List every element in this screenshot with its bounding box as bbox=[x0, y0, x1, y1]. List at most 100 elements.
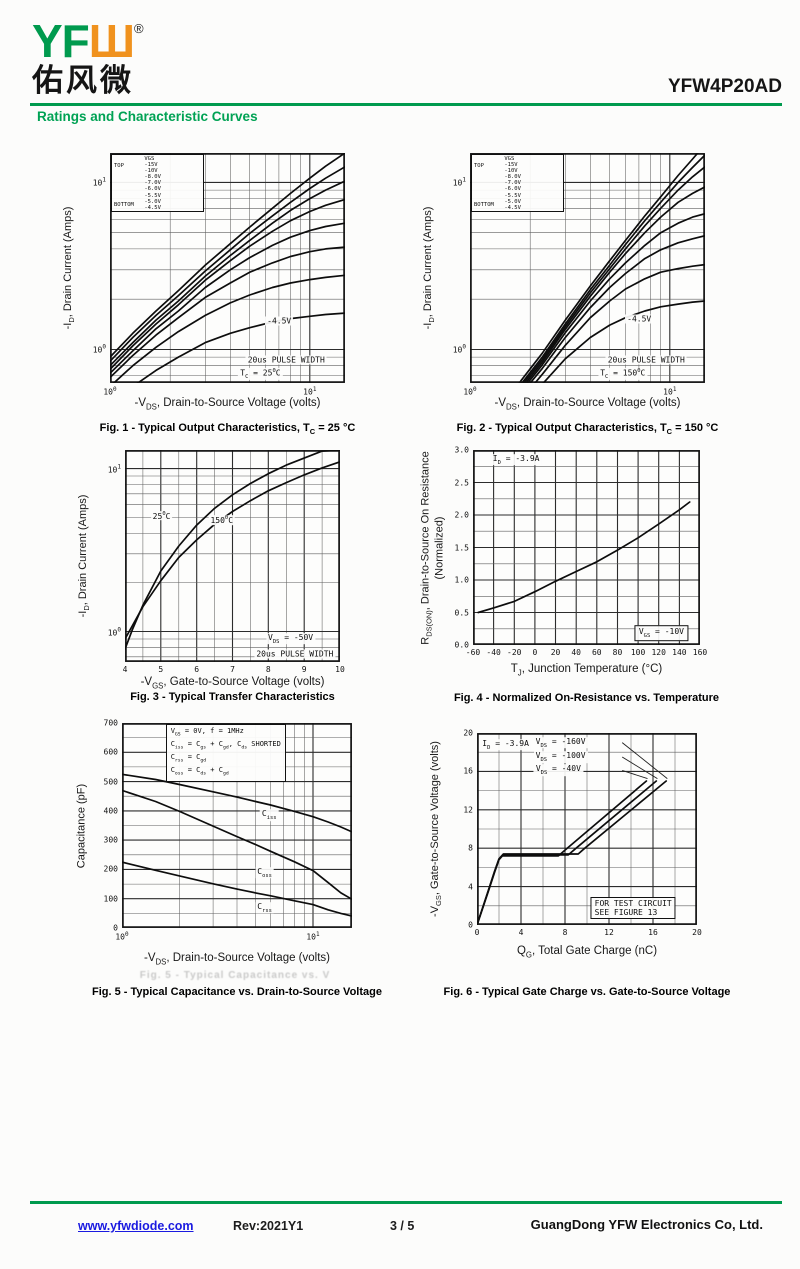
chart-annotation: -4.5V bbox=[625, 314, 654, 324]
vgs-legend: TOP BOTTOM VGS -15V -10V -8.0V -7.0V -6.0V -5.5V… bbox=[471, 154, 565, 213]
series-3 bbox=[110, 198, 345, 371]
chart-annotation: ID = -3.9A bbox=[480, 738, 531, 751]
chart-annotation: VDS = -50V bbox=[265, 632, 316, 645]
figure-caption: Fig. 4 - Normalized On-Resistance vs. Te… bbox=[453, 692, 720, 704]
plot-area bbox=[473, 450, 700, 645]
x-tick-label: 16 bbox=[648, 928, 658, 937]
x-tick-label: 8 bbox=[562, 928, 568, 937]
y-tick-label: 3.0 bbox=[454, 445, 469, 455]
series-3 bbox=[621, 742, 668, 779]
y-axis-label: -ID, Drain Current (Amps) bbox=[61, 206, 77, 330]
x-axis-label: -VDS, Drain-to-Source Voltage (volts) bbox=[144, 952, 330, 967]
figure-3-transfer-characteristics: -ID, Drain Current (Amps) -VGS, Gate-to-… bbox=[60, 443, 400, 723]
x-tick-label: 140 bbox=[672, 648, 687, 657]
chart-annotation: Ciss bbox=[259, 809, 279, 822]
series-7 bbox=[542, 300, 705, 383]
website-link[interactable]: www.yfwdiode.com bbox=[78, 1219, 194, 1233]
series-0 bbox=[518, 153, 699, 383]
x-axis-label: -VGS, Gate-to-Source Voltage (volts) bbox=[140, 676, 325, 691]
series-6 bbox=[112, 274, 345, 383]
figure-2-output-characteristics-150c: -ID, Drain Current (Amps) -VDS, Drain-to… bbox=[420, 146, 740, 456]
x-axis-label: -VDS, Drain-to-Source Voltage (volts) bbox=[494, 397, 681, 412]
y-tick-label: 0 bbox=[113, 923, 118, 933]
ghost-caption: Fig. 5 - Typical Capacitance vs. V bbox=[139, 970, 331, 981]
chart-annotation: TC = 250C bbox=[238, 367, 283, 380]
x-tick-label: 12 bbox=[604, 928, 614, 937]
series-0 bbox=[477, 501, 691, 614]
footer-rule bbox=[30, 1201, 782, 1204]
chart-annotation: FOR TEST CIRCUIT SEE FIGURE 13 bbox=[590, 896, 676, 919]
x-tick-label: 100 bbox=[463, 386, 477, 397]
x-tick-label: 40 bbox=[571, 648, 581, 657]
x-tick-label: 80 bbox=[612, 648, 623, 657]
x-tick-label: 20 bbox=[550, 648, 561, 657]
revision-label: Rev:2021Y1 bbox=[233, 1219, 304, 1233]
y-tick-label: 400 bbox=[103, 806, 118, 816]
x-tick-label: 4 bbox=[122, 665, 128, 674]
chart-annotation: VDS = -100V bbox=[533, 751, 588, 763]
y-tick-label: 0.0 bbox=[454, 640, 469, 650]
y-axis-label: -VGS, Gate-to-Source Voltage (volts) bbox=[428, 741, 444, 917]
x-tick-label: 5 bbox=[158, 665, 164, 674]
y-tick-label: 100 bbox=[107, 626, 121, 637]
y-tick-label: 200 bbox=[103, 864, 118, 874]
part-number: YFW4P20AD bbox=[667, 76, 782, 97]
series-6 bbox=[533, 263, 705, 383]
chart-annotation: 20us PULSE WIDTH bbox=[245, 355, 327, 365]
x-tick-label: 7 bbox=[230, 665, 235, 674]
figure-caption: Fig. 3 - Typical Transfer Characteristic… bbox=[130, 691, 335, 703]
y-tick-label: 1.0 bbox=[454, 575, 469, 585]
figure-caption: Fig. 5 - Typical Capacitance vs. Drain-t… bbox=[92, 986, 382, 998]
y-tick-label: 101 bbox=[92, 177, 106, 188]
chart-annotation: VDS = -160V bbox=[533, 736, 588, 749]
logo-w-glyph: Ш bbox=[88, 15, 135, 67]
x-tick-label: 100 bbox=[103, 386, 117, 397]
x-tick-label: 101 bbox=[303, 386, 317, 397]
x-tick-label: -60 bbox=[465, 648, 481, 657]
x-tick-label: -40 bbox=[486, 648, 501, 657]
y-tick-label: 2.0 bbox=[454, 510, 469, 520]
x-tick-label: 4 bbox=[518, 928, 524, 937]
series-0 bbox=[125, 450, 340, 650]
y-tick-label: 20 bbox=[463, 728, 473, 738]
vgs-legend: TOP BOTTOM VGS -15V -10V -8.0V -7.0V -6.0V -5.5V… bbox=[111, 154, 205, 213]
y-tick-label: 100 bbox=[103, 894, 118, 904]
header-rule bbox=[30, 103, 782, 106]
series-5 bbox=[622, 769, 648, 780]
series-1 bbox=[122, 789, 352, 901]
x-tick-label: 100 bbox=[115, 931, 129, 942]
y-axis-label: Capacitance (pF) bbox=[75, 783, 88, 868]
y-tick-label: 0.5 bbox=[454, 608, 469, 617]
conditions-legend: VGS = 0V, f = 1MHz Ciss = Cgs + Cgd, Cds … bbox=[165, 724, 286, 782]
x-tick-label: 0 bbox=[532, 648, 538, 657]
series-2 bbox=[122, 861, 352, 917]
series-2 bbox=[522, 165, 705, 383]
x-tick-label: 6 bbox=[194, 665, 200, 674]
x-axis-label: TJ, Junction Temperature (°C) bbox=[510, 663, 663, 678]
x-tick-label: 100 bbox=[630, 648, 646, 657]
figure-5-capacitance-vs-vds: Capacitance (pF) -VDS, Drain-to-Source V… bbox=[60, 716, 400, 1016]
x-axis-label: -VDS, Drain-to-Source Voltage (volts) bbox=[134, 397, 321, 412]
chart-annotation: 250C bbox=[150, 510, 173, 521]
y-tick-label: 0 bbox=[468, 920, 473, 930]
y-tick-label: 4 bbox=[468, 882, 473, 892]
series-1 bbox=[520, 154, 705, 383]
figure-caption: Fig. 6 - Typical Gate Charge vs. Gate-to… bbox=[443, 986, 731, 998]
chart-annotation: ID = -3.9A bbox=[490, 453, 542, 466]
x-tick-label: 0 bbox=[474, 928, 480, 937]
series-3 bbox=[524, 186, 705, 383]
registered-trademark-icon: ® bbox=[134, 21, 144, 36]
y-tick-label: 600 bbox=[103, 747, 118, 757]
plot-area bbox=[477, 733, 697, 925]
x-tick-label: 120 bbox=[651, 648, 666, 657]
series-1 bbox=[110, 165, 345, 363]
x-tick-label: 160 bbox=[692, 648, 708, 657]
chart-annotation: 20us PULSE WIDTH bbox=[254, 649, 336, 659]
series-2 bbox=[477, 780, 668, 925]
y-tick-label: 100 bbox=[452, 344, 466, 355]
figure-4-on-resistance-vs-temperature: RDS(ON), Drain-to-Source On Resistance (N… bbox=[419, 443, 760, 723]
chart-annotation: VGS = -10V bbox=[634, 625, 688, 642]
x-tick-label: 9 bbox=[301, 665, 307, 674]
figure-caption: Fig. 1 - Typical Output Characteristics,… bbox=[99, 422, 356, 437]
y-axis-label: -ID, Drain Current (Amps) bbox=[76, 494, 92, 618]
